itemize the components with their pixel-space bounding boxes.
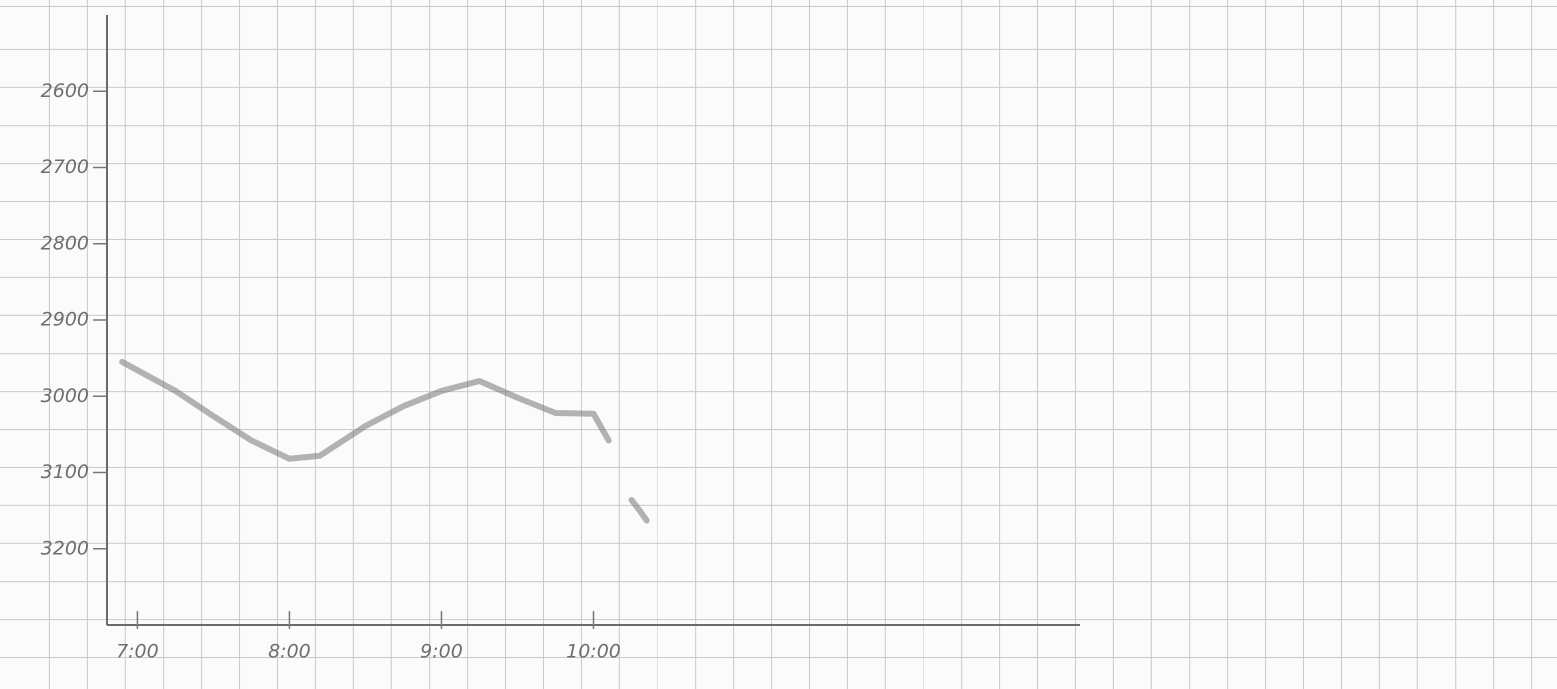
y-tick-label: 3000	[41, 385, 89, 407]
data-line	[628, 496, 650, 524]
y-tick-label: 2800	[41, 232, 89, 254]
x-tick-label: 10:00	[566, 641, 621, 663]
y-tick-label: 2900	[41, 309, 89, 331]
x-tick-label: 8:00	[268, 641, 311, 663]
data-line	[119, 358, 612, 462]
y-tick-label: 3100	[41, 461, 89, 483]
x-tick-label: 7:00	[116, 641, 159, 663]
y-tick-label: 2700	[41, 156, 89, 178]
y-tick-label: 2600	[41, 80, 89, 102]
x-tick-label: 9:00	[420, 641, 463, 663]
y-tick-label: 3200	[41, 537, 89, 559]
